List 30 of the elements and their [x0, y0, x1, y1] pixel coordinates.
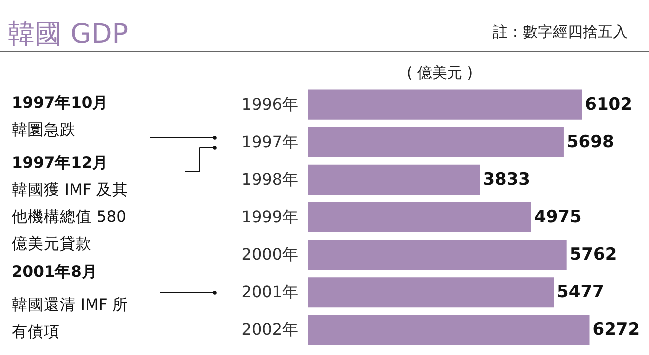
bar: [308, 164, 480, 195]
text: 註：數字經四捨五入: [493, 23, 628, 41]
data-label: 3833: [483, 170, 531, 190]
data-label: 5477: [557, 282, 604, 303]
bar: [308, 278, 554, 308]
data-label: 5698: [566, 132, 614, 152]
y-tick-label: 1997年: [242, 132, 298, 152]
text: 韓國獲 IMF 及其他機構總值 580億美元貸款: [12, 181, 129, 253]
data-label: 6102: [585, 94, 632, 115]
bar: [308, 202, 532, 233]
bar: [308, 127, 564, 158]
text: 2001年8月: [12, 263, 98, 281]
y-tick-label: 1998年: [242, 170, 298, 189]
y-tick-label: 2002年: [242, 320, 298, 340]
x-axis-title: ( 億美元 ): [406, 64, 474, 82]
text: 韓圜急跌: [12, 121, 76, 139]
text: 1997年10月: [12, 94, 109, 112]
text: 韓國還清 IMF 所有債項: [12, 296, 129, 341]
text: 韓國 GDP: [8, 19, 129, 50]
bar: [308, 90, 582, 120]
text: 1997年12月: [12, 154, 109, 172]
data-label: 6272: [592, 320, 640, 340]
y-tick-label: 1996年: [242, 94, 298, 114]
y-tick-label: 1999年: [242, 208, 298, 226]
bar: [308, 315, 590, 346]
bar: [308, 240, 567, 270]
y-tick-label: 2000年: [242, 245, 298, 264]
data-label: 4975: [534, 208, 582, 228]
y-tick-label: 2001年: [242, 282, 298, 302]
data-label: 5762: [570, 245, 618, 266]
